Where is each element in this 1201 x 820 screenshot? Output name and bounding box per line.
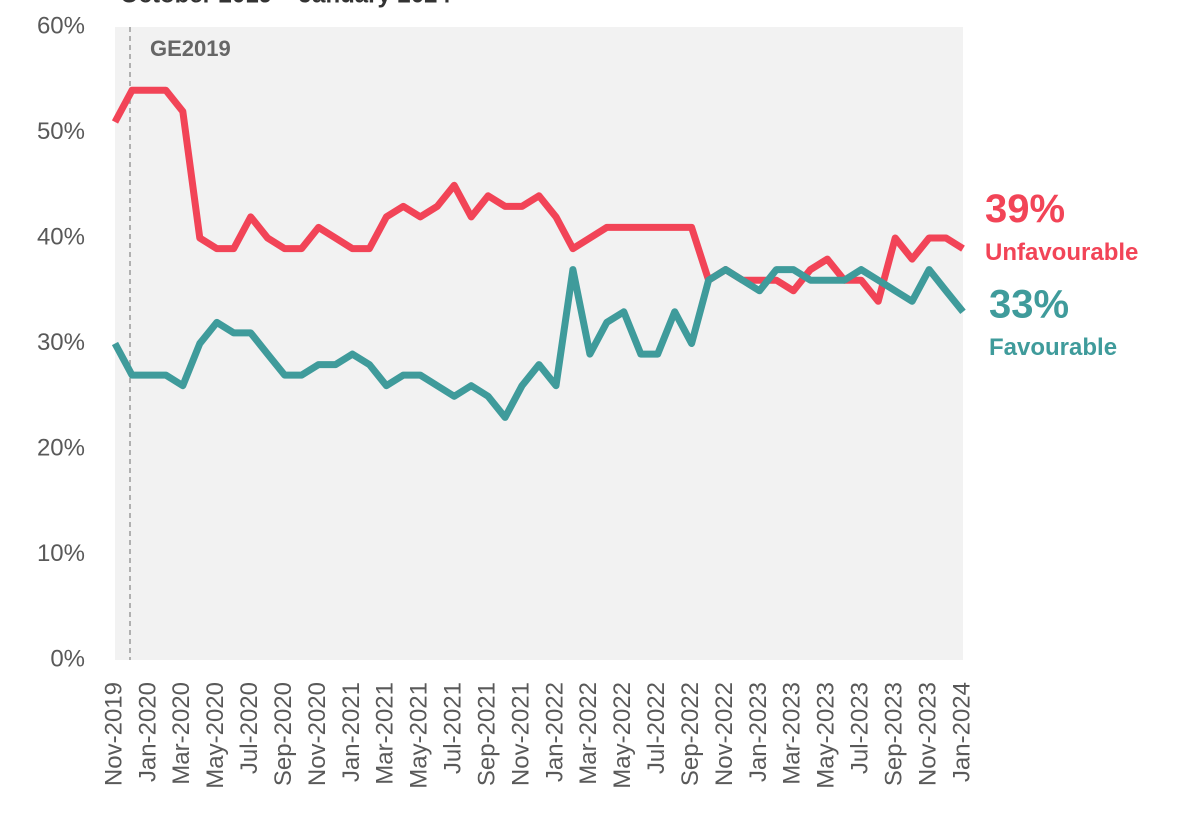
x-tick-label: Jan-2024 [948, 682, 975, 782]
x-tick-label: Nov-2023 [914, 682, 941, 786]
x-tick-label: May-2022 [609, 682, 636, 789]
x-tick-label: Jan-2021 [338, 682, 365, 782]
x-tick-label: Mar-2021 [372, 682, 399, 785]
series-name: Favourable [989, 334, 1117, 361]
y-tick-label: 20% [37, 434, 85, 461]
y-tick-label: 0% [50, 645, 85, 672]
x-tick-label: Sep-2023 [881, 682, 908, 786]
series-line [111, 86, 965, 305]
chart-subtitle: October 2019 – January 2024 [120, 0, 452, 8]
value-label: 33% [989, 282, 1069, 326]
x-tick-label: Nov-2022 [711, 682, 738, 786]
x-tick-label: Nov-2020 [304, 682, 331, 786]
x-tick-label: Sep-2021 [473, 682, 500, 786]
x-tick-label: Jul-2020 [236, 682, 263, 774]
x-tick-label: Sep-2020 [270, 682, 297, 786]
x-tick-label: Jul-2023 [847, 682, 874, 774]
x-tick-label: Mar-2023 [779, 682, 806, 785]
x-tick-label: May-2023 [813, 682, 840, 789]
y-tick-label: 30% [37, 329, 85, 356]
x-tick-label: May-2021 [406, 682, 433, 789]
x-tick-label: Jan-2020 [134, 682, 161, 782]
y-tick-label: 10% [37, 540, 85, 567]
y-tick-label: 40% [37, 223, 85, 250]
x-tick-label: Jul-2021 [440, 682, 467, 774]
y-tick-label: 50% [37, 118, 85, 145]
x-tick-label: May-2020 [202, 682, 229, 789]
annotation: GE2019 [150, 36, 231, 61]
x-tick-label: Mar-2020 [168, 682, 195, 785]
series-line [111, 266, 966, 421]
x-tick-label: Sep-2022 [677, 682, 704, 786]
x-tick-label: Mar-2022 [575, 682, 602, 785]
plot-area [115, 27, 963, 660]
x-tick-label: Jul-2022 [643, 682, 670, 774]
x-tick-label: Nov-2019 [100, 682, 127, 786]
value-label: 39% [985, 187, 1065, 231]
y-tick-label: 60% [37, 12, 85, 39]
x-tick-label: Nov-2021 [507, 682, 534, 786]
x-tick-label: Jan-2022 [541, 682, 568, 782]
series-name: Unfavourable [985, 239, 1138, 266]
x-tick-label: Jan-2023 [745, 682, 772, 782]
